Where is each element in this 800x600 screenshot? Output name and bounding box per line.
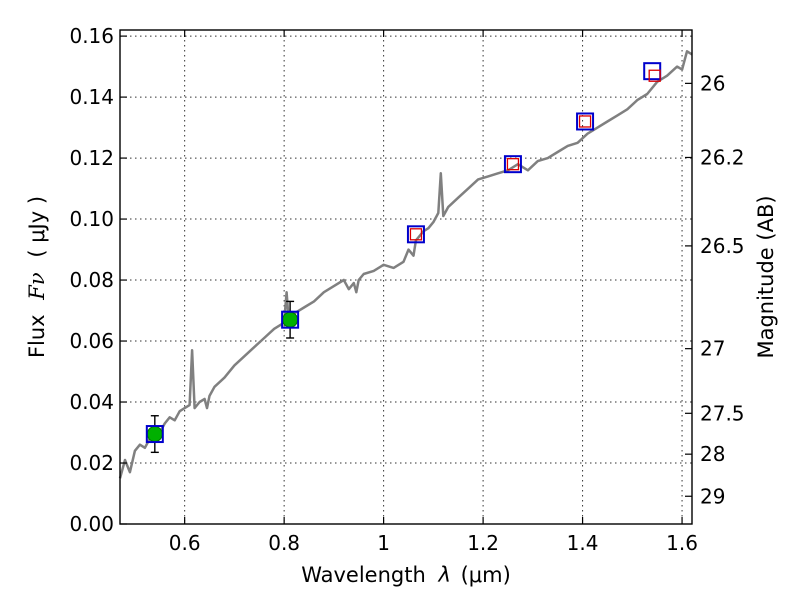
magnitude-tick-label: 27.5 bbox=[700, 401, 745, 425]
spectrum-line bbox=[118, 50, 693, 479]
grid bbox=[120, 30, 692, 525]
photometry-point bbox=[146, 426, 163, 443]
magnitude-tick-label: 28 bbox=[700, 442, 725, 466]
x-tick-label: 1 bbox=[377, 531, 390, 555]
photometry-point bbox=[282, 311, 299, 328]
axis-ticks: 0.6 0.8 1 1.2 1.4 1.6 0.00 0.02 0.04 0.06 0.08 0.10… bbox=[69, 24, 744, 555]
x-tick-label: 1.4 bbox=[567, 531, 599, 555]
y-tick-label: 0.12 bbox=[69, 146, 114, 170]
limit-square bbox=[409, 228, 423, 241]
magnitude-axis-label: Magnitude (AB) bbox=[754, 195, 778, 358]
magnitude-tick-label: 26 bbox=[700, 71, 725, 95]
plot-series bbox=[118, 50, 693, 479]
model-square bbox=[576, 112, 595, 131]
y-axis-label: Flux Fν ( μJy ) bbox=[25, 196, 49, 358]
limit-square bbox=[578, 115, 592, 128]
y-tick-label: 0.10 bbox=[69, 207, 114, 231]
x-axis-label: Wavelength λ (μm) bbox=[301, 563, 511, 587]
x-tick-label: 0.6 bbox=[169, 531, 201, 555]
y-tick-label: 0.16 bbox=[69, 24, 114, 48]
magnitude-tick-label: 26.2 bbox=[700, 145, 745, 169]
magnitude-tick-label: 29 bbox=[700, 484, 725, 508]
magnitude-tick-label: 26.5 bbox=[700, 234, 745, 258]
x-tick-label: 1.2 bbox=[467, 531, 499, 555]
y-tick-label: 0.06 bbox=[69, 329, 114, 353]
model-square bbox=[281, 310, 300, 329]
y-tick-label: 0.08 bbox=[69, 268, 114, 292]
y-tick-label: 0.14 bbox=[69, 85, 114, 109]
plot-frame bbox=[119, 29, 693, 525]
x-tick-label: 0.8 bbox=[268, 531, 300, 555]
y-tick-label: 0.04 bbox=[69, 390, 114, 414]
y-tick-label: 0.02 bbox=[69, 451, 114, 475]
model-square bbox=[503, 155, 522, 174]
magnitude-tick-label: 27 bbox=[700, 337, 725, 361]
limit-square bbox=[506, 158, 520, 171]
model-square bbox=[643, 62, 662, 81]
model-square bbox=[145, 425, 164, 444]
x-tick-label: 1.6 bbox=[666, 531, 698, 555]
limit-square bbox=[648, 69, 661, 82]
model-square bbox=[406, 225, 425, 244]
y-tick-label: 0.00 bbox=[69, 512, 114, 536]
